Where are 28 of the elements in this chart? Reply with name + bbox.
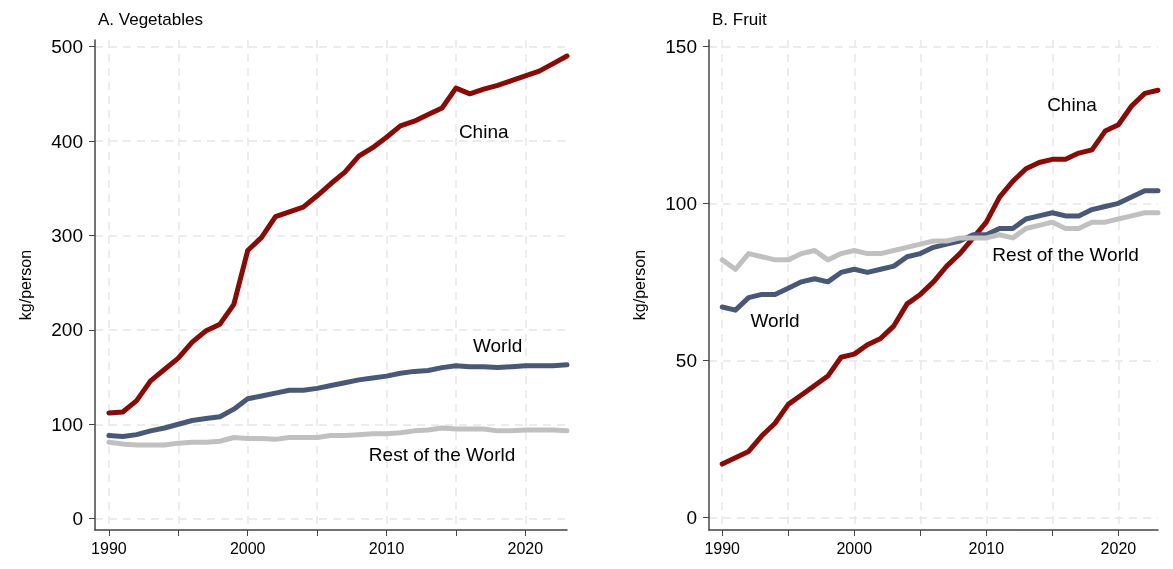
x-tick-label: 2020	[507, 539, 544, 557]
y-tick-label: 0	[72, 508, 83, 530]
series-label: Rest of the World	[368, 443, 516, 465]
x-tick-label: 2020	[1100, 539, 1137, 557]
y-tick-label: 500	[51, 36, 83, 58]
y-axis-title: kg/person	[630, 249, 648, 321]
y-tick-label: 100	[665, 192, 697, 214]
y-tick-label: 100	[51, 413, 83, 435]
series-label: China	[458, 120, 509, 142]
series-label: China	[1047, 94, 1098, 116]
x-tick-label: 1990	[704, 539, 741, 557]
y-tick-label: 300	[51, 224, 83, 246]
y-tick-label: 50	[675, 349, 697, 371]
y-tick-label: 150	[665, 35, 697, 57]
x-tick-label: 2010	[968, 539, 1005, 557]
y-tick-label: 400	[51, 130, 83, 152]
chart-title: A. Vegetables	[98, 10, 203, 29]
y-axis-title: kg/person	[16, 249, 34, 321]
x-tick-label: 2000	[229, 539, 266, 557]
chart-title: B. Fruit	[712, 10, 768, 29]
x-tick-label: 2000	[836, 539, 873, 557]
x-tick-label: 1990	[91, 539, 127, 557]
y-tick-label: 200	[51, 319, 83, 341]
series-label: World	[472, 335, 523, 357]
x-tick-label: 2010	[368, 539, 405, 557]
series-label: Rest of the World	[992, 243, 1139, 265]
series-label: World	[750, 309, 800, 331]
y-tick-label: 0	[686, 506, 697, 528]
